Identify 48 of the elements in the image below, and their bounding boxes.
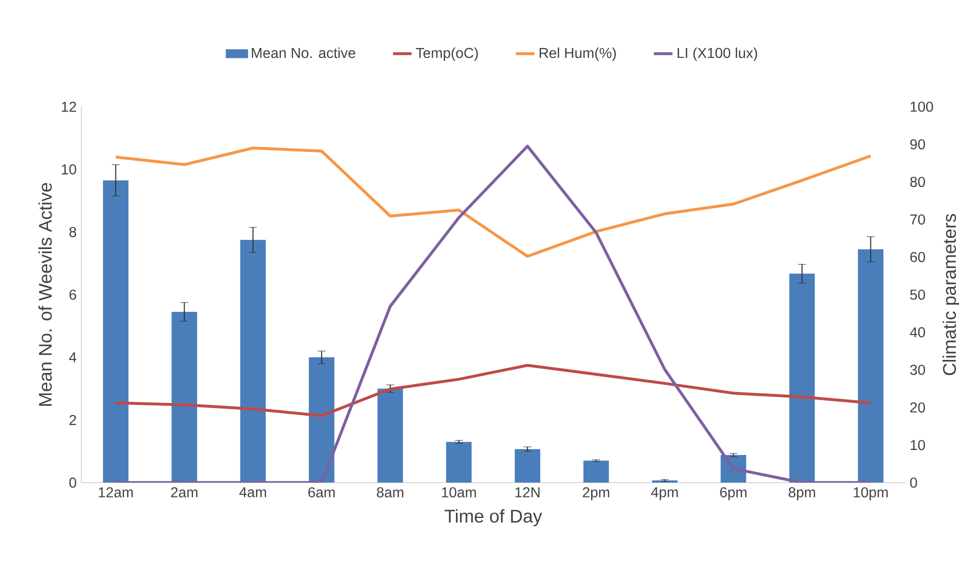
y-tick-label: 4	[69, 352, 76, 362]
y2-tick-label: 0	[910, 477, 918, 488]
y-tick-label: 0	[69, 477, 76, 488]
bar	[377, 388, 403, 482]
x-tick-label: 12am	[98, 487, 133, 498]
legend-label: Rel Hum(%)	[540, 47, 616, 61]
y-axis-title: Mean No. of Weevils Active	[38, 182, 52, 406]
x-tick-label: 6pm	[720, 487, 746, 500]
y2-tick-label: 20	[910, 402, 926, 412]
y-tick-label: 6	[70, 289, 76, 300]
bar	[240, 240, 266, 482]
x-tick-label: 2am	[171, 487, 198, 498]
bar	[858, 249, 884, 482]
y2-tick-label: 90	[910, 139, 926, 150]
x-tick-label: 8pm	[788, 487, 816, 500]
legend-label: LI (X100 lux)	[678, 47, 758, 61]
y2-tick-label: 80	[910, 176, 926, 187]
line-series	[114, 364, 872, 418]
y-tick-label: 2	[70, 414, 76, 425]
x-tick-label: 12N	[515, 487, 540, 498]
y-tick-label: 12	[62, 102, 76, 112]
bar	[172, 312, 198, 482]
x-tick-label: 10am	[442, 487, 476, 498]
legend-label: Temp(oC)	[416, 47, 478, 61]
y2-tick-label: 50	[910, 289, 926, 300]
legend-label: Mean No. active	[252, 47, 356, 58]
y2-tick-label: 40	[910, 327, 926, 338]
y-tick-label: 8	[69, 226, 76, 237]
x-tick-label: 2pm	[582, 487, 610, 500]
bar	[789, 274, 815, 482]
line-series	[114, 146, 872, 258]
bar	[308, 357, 334, 482]
y2-tick-label: 30	[910, 364, 926, 375]
x-tick-label: 4am	[239, 487, 266, 498]
y2-tick-label: 60	[910, 252, 926, 262]
x-tick-label: 6am	[308, 487, 335, 498]
bar	[514, 448, 540, 482]
x-axis-title: Time of Day	[444, 509, 542, 526]
y2-tick-label: 70	[910, 214, 926, 224]
x-tick-label: 10pm	[854, 487, 888, 500]
bar	[446, 442, 472, 482]
y2-tick-label: 10	[910, 440, 926, 450]
bar	[583, 460, 609, 482]
y-tick-label: 10	[62, 164, 76, 174]
x-tick-label: 4pm	[651, 487, 678, 500]
y2-tick-label: 100	[910, 102, 934, 112]
x-tick-label: 8am	[376, 487, 404, 498]
bar	[102, 180, 128, 482]
